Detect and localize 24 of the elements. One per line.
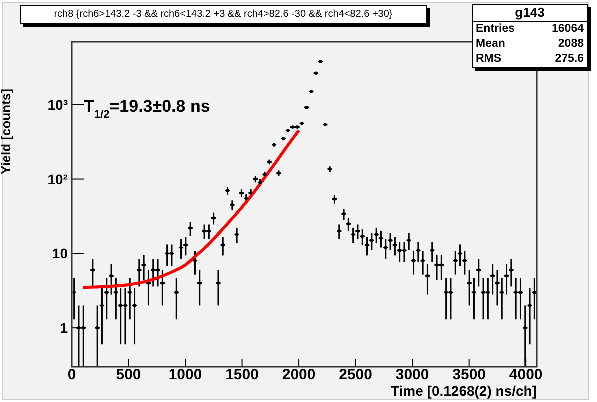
x-tick-label: 3000: [396, 366, 430, 384]
x-tick-label: 4000: [509, 366, 543, 384]
text: 2088: [558, 37, 584, 52]
y-tick-label: 10²: [48, 171, 68, 188]
x-axis-title: Time [0.1268(2) ns/ch]: [390, 383, 537, 399]
y-axis-title: Yield [counts]: [0, 89, 14, 174]
annotation: Mean: [476, 37, 506, 52]
y-tick-label: 10³: [48, 96, 68, 113]
x-tick-label: 3500: [452, 366, 486, 384]
x-tick-label: 1500: [226, 366, 259, 384]
y-tick-label: 1: [60, 320, 68, 336]
x-tick-label: 0: [68, 366, 76, 384]
x-tick-label: 2000: [282, 366, 316, 384]
x-tick-label: 1000: [168, 366, 202, 384]
y-tick-label: 10: [52, 246, 68, 262]
annotation: RMS: [476, 52, 502, 67]
x-tick-label: 2500: [339, 366, 372, 384]
chart-title: rch8 {rch6>143.2 -3 && rch6<143.2 +3 && rch4>82.6 -30 && rch4<82.6 +30}: [20, 5, 427, 24]
text: Entries: [476, 22, 515, 37]
text: 16064: [552, 22, 584, 37]
text: 275.6: [555, 52, 584, 67]
annotation: T$_{1/2}$=19.3±0.8 ns: [84, 97, 210, 121]
text: g143: [473, 5, 587, 22]
x-tick-label: 500: [116, 366, 142, 384]
